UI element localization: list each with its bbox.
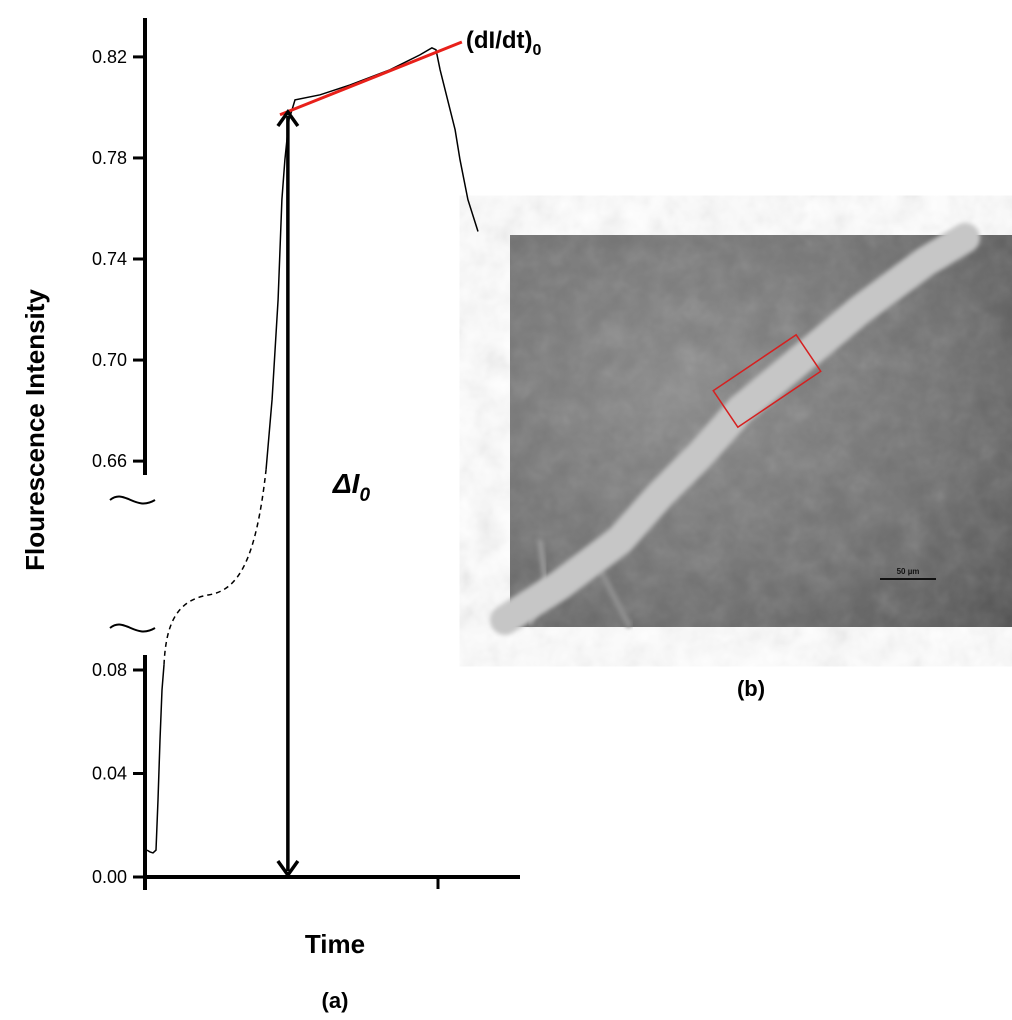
delta-label-text: ΔI — [332, 468, 361, 499]
tangent-label: (dI/dt)0 — [466, 27, 542, 59]
y-tick-label: 0.74 — [92, 249, 127, 269]
axis-break — [109, 495, 156, 505]
break-connector — [163, 469, 267, 665]
vessel — [490, 223, 980, 635]
axis-break — [109, 623, 156, 633]
line-series — [265, 46, 479, 470]
panel-label: (b) — [737, 676, 765, 701]
tangent-line — [279, 40, 463, 117]
roi-box — [712, 333, 822, 429]
y-tick-label: 0.00 — [92, 867, 127, 887]
line-series — [146, 664, 165, 854]
delta-label-sub: 0 — [359, 485, 370, 506]
micrograph: 50 µm — [490, 223, 1012, 635]
y-axis-label: Flourescence Intensity — [20, 289, 50, 571]
delta-label: ΔI0 — [332, 468, 371, 506]
y-tick-label: 0.04 — [92, 764, 127, 784]
y-tick-label: 0.08 — [92, 660, 127, 680]
scale-bar-label: 50 µm — [897, 567, 920, 576]
arrow-head — [276, 108, 300, 127]
arrow-head — [276, 859, 300, 879]
tangent-label-text: (dI/dt) — [466, 27, 533, 54]
x-axis-label: Time — [305, 929, 365, 959]
y-tick-label: 0.66 — [92, 451, 127, 471]
y-tick-label: 0.82 — [92, 47, 127, 67]
panel-label: (a) — [322, 988, 349, 1013]
y-tick-label: 0.70 — [92, 350, 127, 370]
y-tick-label: 0.78 — [92, 148, 127, 168]
side-vessel — [597, 568, 633, 629]
tangent-label-sub: 0 — [533, 42, 542, 59]
